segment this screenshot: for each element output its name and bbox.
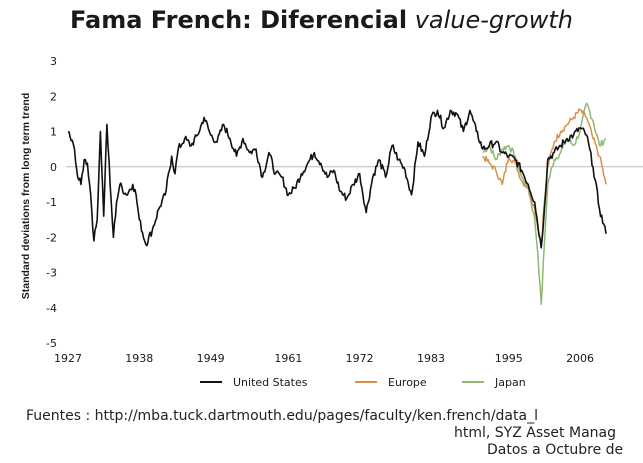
y-tick-label: 3 (50, 55, 57, 68)
series-line-japan (482, 102, 607, 305)
series-line-united-states (67, 109, 607, 249)
y-axis-ticks: 3 2 1 0 -1 -2 -3 -4 -5 (46, 55, 57, 350)
legend-label: Europe (388, 376, 427, 389)
chart-title: Fama French: Diferencial value-growth (0, 6, 643, 34)
x-tick-label: 1995 (495, 352, 523, 365)
x-tick-label: 1972 (346, 352, 374, 365)
legend-item-united-states: United States (200, 376, 308, 389)
x-tick-label: 2006 (566, 352, 594, 365)
y-tick-label: -5 (46, 337, 57, 350)
legend-label: Japan (494, 376, 526, 389)
x-tick-label: 1927 (54, 352, 82, 365)
legend-item-europe: Europe (355, 376, 427, 389)
x-tick-label: 1938 (125, 352, 153, 365)
y-axis-label: Standard deviations from long term trend (20, 93, 32, 300)
y-tick-label: -1 (46, 196, 57, 209)
y-tick-label: -3 (46, 267, 57, 280)
chart-title-main: Fama French: Diferencial (70, 6, 408, 34)
legend-label: United States (233, 376, 308, 389)
source-line-1: Fuentes : http://mba.tuck.dartmouth.edu/… (26, 408, 538, 424)
source-line-3: Datos a Octubre de (487, 442, 624, 458)
x-axis-ticks: 1927 1938 1949 1961 1972 1983 1995 2006 (54, 352, 594, 365)
y-tick-label: 1 (50, 126, 57, 139)
y-tick-label: -2 (46, 231, 57, 244)
source-line-2: html, SYZ Asset Manag (454, 425, 616, 441)
x-tick-label: 1961 (274, 352, 302, 365)
y-tick-label: -4 (46, 302, 57, 315)
y-tick-label: 2 (50, 90, 57, 103)
series-line-europe (482, 108, 607, 246)
x-tick-label: 1983 (417, 352, 445, 365)
legend-item-japan: Japan (462, 376, 526, 389)
y-tick-label: 0 (50, 161, 57, 174)
series-lines (67, 102, 607, 305)
x-tick-label: 1949 (197, 352, 225, 365)
source-note: Fuentes : http://mba.tuck.dartmouth.edu/… (26, 408, 623, 459)
legend: United States Europe Japan (200, 376, 526, 389)
chart-title-emphasis: value-growth (414, 6, 573, 34)
